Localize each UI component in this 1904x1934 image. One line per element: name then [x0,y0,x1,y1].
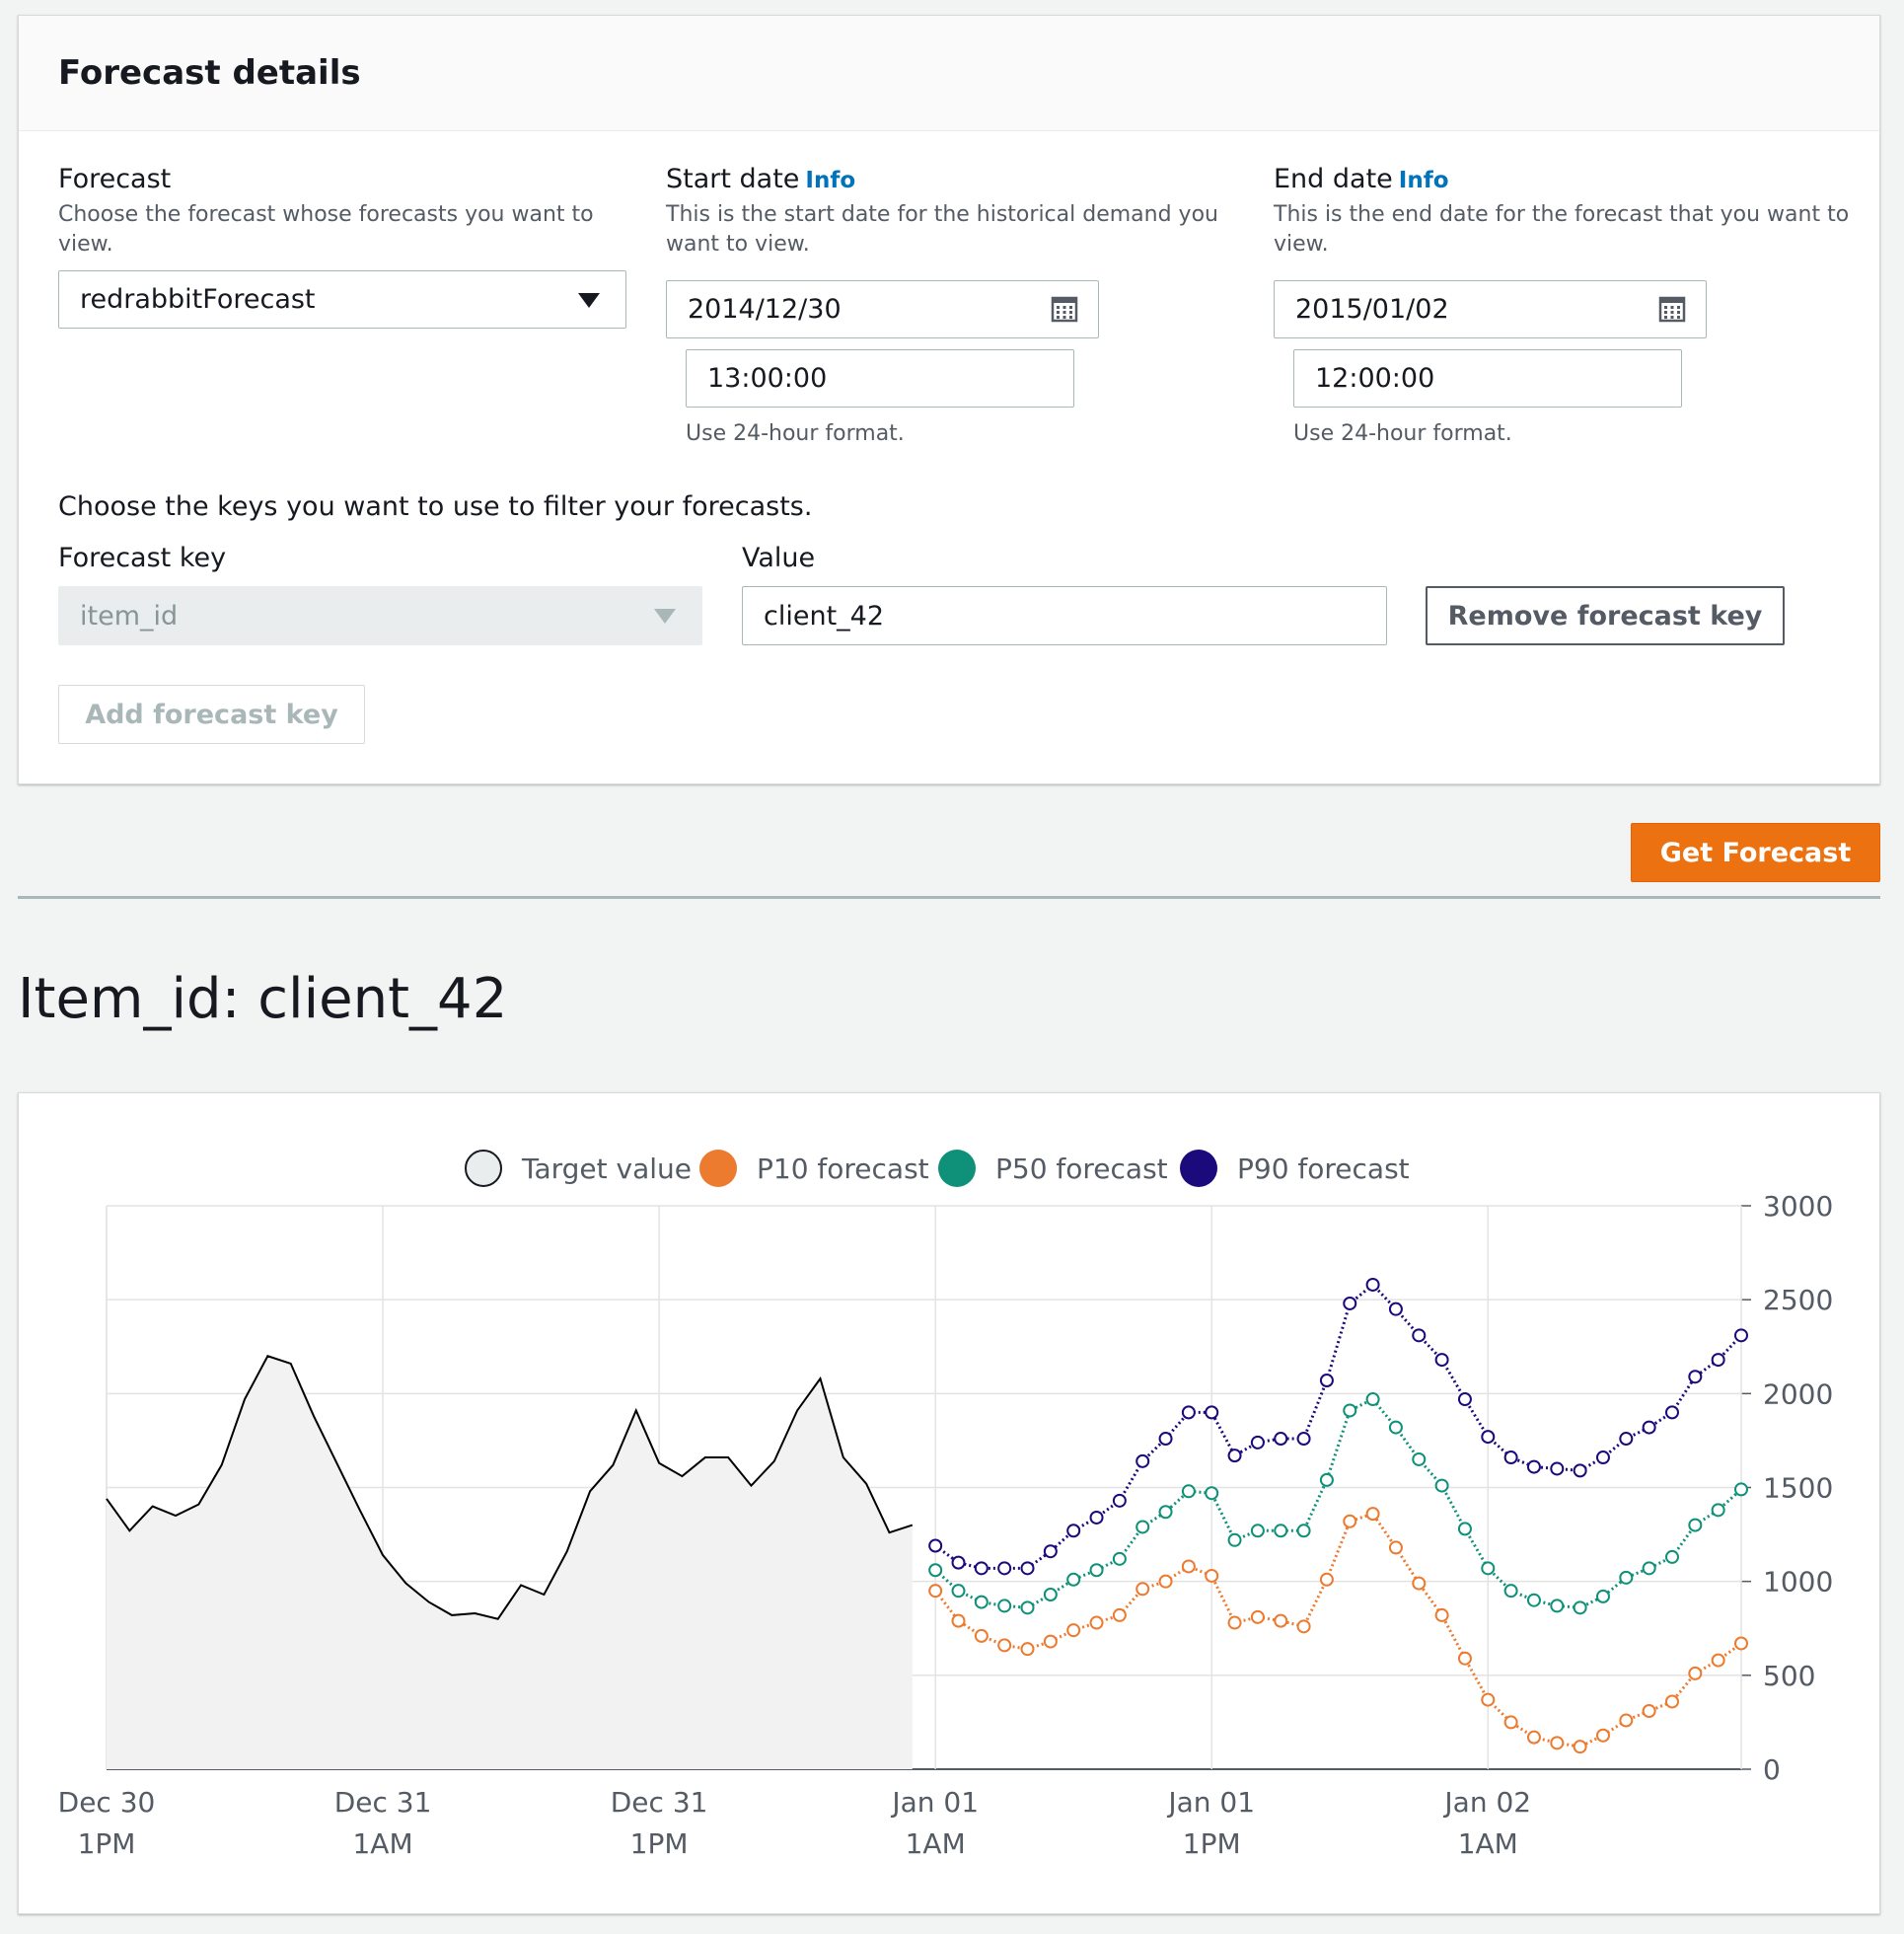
legend-label-p90: P90 forecast [1237,1152,1410,1185]
start-time-value: 13:00:00 [707,363,828,394]
start-date-input[interactable]: 2014/12/30 [666,280,1099,338]
legend-item-p90[interactable]: P90 forecast [1180,1150,1410,1187]
start-date-description: This is the start date for the historica… [666,202,1218,257]
start-date-value: 2014/12/30 [688,294,842,325]
end-time-input[interactable]: 12:00:00 [1293,349,1682,408]
add-forecast-key-button: Add forecast key [58,685,365,744]
legend-label-target: Target value [522,1152,693,1185]
legend-item-p10[interactable]: P10 forecast [699,1150,929,1187]
start-time-input[interactable]: 13:00:00 [686,349,1074,408]
calendar-icon[interactable] [1051,295,1078,323]
start-date-label: Start date [666,164,800,194]
end-date-description: This is the end date for the forecast th… [1274,202,1850,257]
start-time-hint: Use 24-hour format. [686,421,905,446]
end-time-value: 12:00:00 [1315,363,1435,394]
legend-swatch-p90 [1180,1150,1217,1187]
keys-intro: Choose the keys you want to use to filte… [58,491,813,522]
end-date-label-group: End date Info [1274,164,1449,194]
end-time-hint: Use 24-hour format. [1293,421,1512,446]
legend-item-p50[interactable]: P50 forecast [938,1150,1168,1187]
legend-label-p50: P50 forecast [995,1152,1168,1185]
forecast-details-panel: Forecast details Forecast Choose the for… [18,15,1880,784]
start-date-info-link[interactable]: Info [805,168,856,193]
forecast-label: Forecast [58,164,172,194]
panel-title: Forecast details [58,53,361,93]
remove-forecast-key-button[interactable]: Remove forecast key [1426,586,1785,645]
end-date-input[interactable]: 2015/01/02 [1274,280,1707,338]
value-label: Value [742,543,816,573]
item-title: Item_id: client_42 [18,967,508,1031]
chart-panel [18,1092,1880,1914]
calendar-icon[interactable] [1658,295,1686,323]
forecast-select-value: redrabbitForecast [80,284,316,315]
legend-label-p10: P10 forecast [757,1152,929,1185]
end-date-info-link[interactable]: Info [1398,168,1449,193]
get-forecast-button[interactable]: Get Forecast [1631,823,1880,882]
value-input[interactable]: client_42 [742,586,1387,645]
section-divider [18,896,1880,899]
legend-swatch-target [465,1150,502,1187]
panel-header: Forecast details [19,16,1879,131]
legend-swatch-p50 [938,1150,976,1187]
value-input-value: client_42 [764,600,885,632]
legend-item-target[interactable]: Target value [465,1150,692,1187]
forecast-select[interactable]: redrabbitForecast [58,270,626,329]
forecast-key-value: item_id [80,600,179,632]
start-date-label-group: Start date Info [666,164,855,194]
forecast-key-label: Forecast key [58,543,227,573]
end-date-label: End date [1274,164,1393,194]
caret-down-icon [578,292,600,308]
end-date-value: 2015/01/02 [1295,294,1449,325]
forecast-description: Choose the forecast whose forecasts you … [58,202,594,257]
forecast-key-select: item_id [58,586,702,645]
caret-down-icon [654,609,676,624]
legend-swatch-p10 [699,1150,737,1187]
